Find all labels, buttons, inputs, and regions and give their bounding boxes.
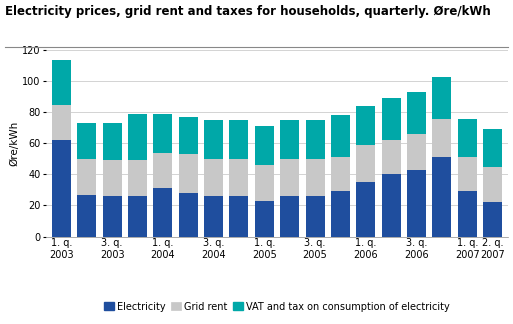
Bar (280, 196, 299, 237)
Bar (179, 193, 198, 237)
Bar (331, 191, 350, 237)
Bar (382, 174, 401, 237)
Bar (52, 105, 71, 140)
Bar (306, 159, 325, 196)
Bar (128, 160, 147, 196)
Bar (382, 98, 401, 140)
Bar (306, 196, 325, 237)
Bar (407, 134, 426, 170)
Bar (77, 159, 96, 195)
Bar (255, 165, 274, 201)
Bar (483, 129, 502, 167)
Bar (103, 123, 122, 160)
Bar (77, 123, 96, 159)
Bar (255, 201, 274, 237)
Bar (432, 157, 451, 237)
Bar (432, 119, 451, 157)
Bar (179, 117, 198, 154)
Bar (52, 140, 71, 237)
Bar (229, 196, 248, 237)
Bar (103, 160, 122, 196)
Bar (357, 106, 376, 145)
Bar (458, 119, 477, 157)
Bar (458, 157, 477, 191)
Bar (280, 120, 299, 159)
Bar (153, 114, 172, 153)
Bar (255, 126, 274, 165)
Bar (280, 159, 299, 196)
Bar (483, 167, 502, 202)
Bar (458, 191, 477, 237)
Bar (432, 76, 451, 119)
Bar (204, 196, 223, 237)
Bar (483, 202, 502, 237)
Bar (331, 115, 350, 157)
Bar (52, 60, 71, 105)
Bar (229, 159, 248, 196)
Bar (407, 170, 426, 237)
Bar (204, 159, 223, 196)
Bar (306, 120, 325, 159)
Bar (357, 182, 376, 237)
Bar (179, 154, 198, 193)
Bar (77, 195, 96, 237)
Bar (331, 157, 350, 191)
Y-axis label: Øre/kWh: Øre/kWh (9, 121, 19, 166)
Legend: Electricity, Grid rent, VAT and tax on consumption of electricity: Electricity, Grid rent, VAT and tax on c… (101, 298, 453, 316)
Bar (153, 188, 172, 237)
Bar (153, 153, 172, 188)
Bar (128, 196, 147, 237)
Bar (103, 196, 122, 237)
Bar (204, 120, 223, 159)
Bar (357, 145, 376, 182)
Text: Electricity prices, grid rent and taxes for households, quarterly. Øre/kWh: Electricity prices, grid rent and taxes … (5, 5, 491, 18)
Bar (407, 92, 426, 134)
Bar (229, 120, 248, 159)
Bar (128, 114, 147, 160)
Bar (382, 140, 401, 174)
